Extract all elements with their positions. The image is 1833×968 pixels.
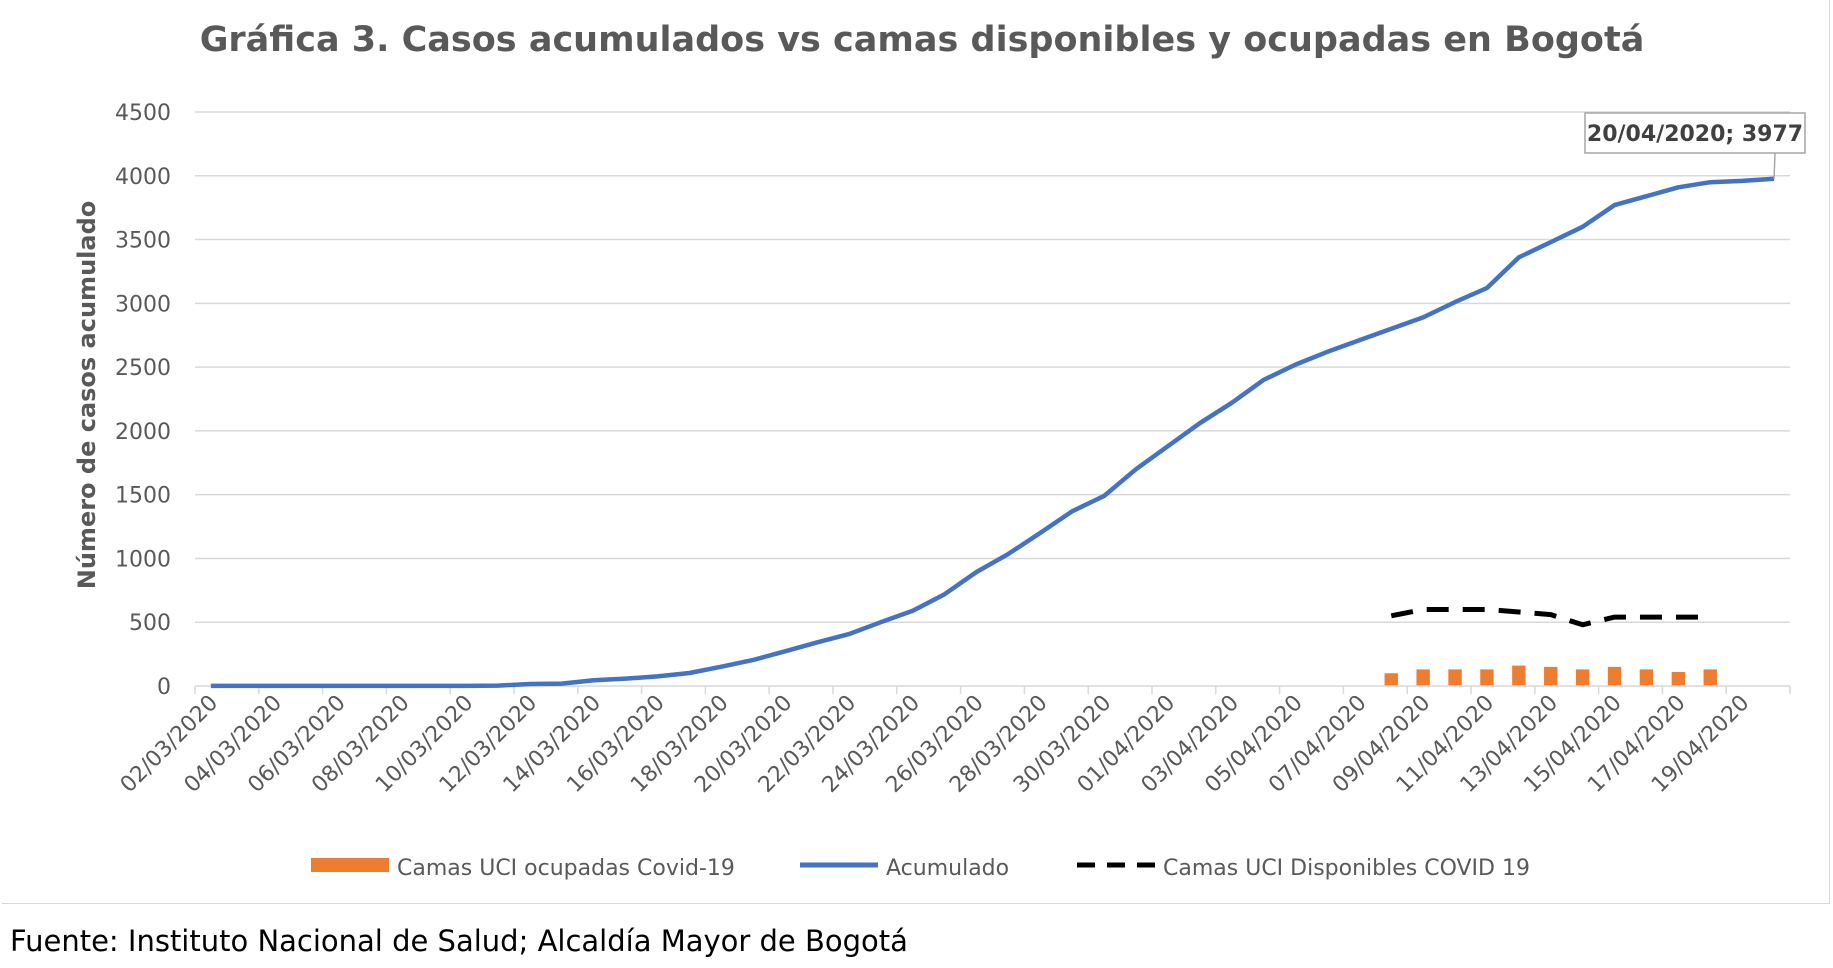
- callout-box: [1584, 112, 1806, 154]
- y-axis-ticks: 0 500 1000 1500 2000 2500 3000 3500 4000 4500: [115, 101, 171, 700]
- line-uci-disponibles: [1390, 607, 1711, 628]
- bar-uci-ocupadas: [1607, 666, 1622, 686]
- bar-uci-ocupadas: [1703, 669, 1717, 686]
- gridlines: [195, 111, 1790, 623]
- y-tick-label: 2000: [115, 420, 171, 445]
- callout-leader: [1773, 152, 1776, 179]
- y-tick-label: 1000: [115, 547, 171, 572]
- legend-label-dashed: Camas UCI Disponibles COVID 19: [1163, 856, 1530, 881]
- legend-swatch-bar: [311, 858, 389, 872]
- bar-uci-ocupadas: [1639, 669, 1654, 686]
- chart-title: Gráfica 3. Casos acumulados vs camas dis…: [200, 20, 1645, 60]
- bar-uci-ocupadas: [1544, 666, 1558, 686]
- bar-uci-ocupadas: [1671, 671, 1686, 686]
- bar-uci-ocupadas: [1416, 669, 1430, 686]
- source-note: Fuente: Instituto Nacional de Salud; Alc…: [10, 924, 908, 958]
- bar-uci-ocupadas: [1448, 669, 1462, 686]
- bar-uci-ocupadas: [1480, 669, 1494, 686]
- data-callout: 20/04/2020; 3977: [1584, 112, 1806, 179]
- line-series: [210, 176, 1775, 689]
- legend-label-line: Acumulado: [886, 856, 1009, 881]
- bar-uci-ocupadas: [1575, 669, 1590, 686]
- y-tick-label: 500: [129, 611, 171, 636]
- chart-frame: Gráfica 3. Casos acumulados vs camas dis…: [2, 0, 1830, 904]
- bar-uci-ocupadas: [1512, 665, 1526, 686]
- bar-uci-ocupadas: [1384, 673, 1398, 686]
- y-axis-label: Número de casos acumulado: [73, 201, 101, 589]
- y-tick-label: 4500: [115, 101, 171, 126]
- y-tick-label: 1500: [115, 484, 171, 509]
- x-axis-ticks: 02/03/202004/03/202006/03/202008/03/2020…: [116, 691, 1755, 798]
- legend: Camas UCI ocupadas Covid-19 Acumulado Ca…: [311, 856, 1530, 881]
- y-tick-label: 4000: [115, 165, 171, 190]
- callout-label: 20/04/2020; 3977: [1587, 122, 1803, 147]
- legend-label-bar: Camas UCI ocupadas Covid-19: [397, 856, 735, 881]
- y-tick-label: 3500: [115, 229, 171, 254]
- bar-series: [1384, 665, 1717, 686]
- line-acumulado: [210, 176, 1775, 689]
- y-tick-label: 3000: [115, 292, 171, 317]
- y-tick-label: 2500: [115, 356, 171, 381]
- chart: Gráfica 3. Casos acumulados vs camas dis…: [73, 20, 1806, 881]
- y-tick-label: 0: [157, 675, 171, 700]
